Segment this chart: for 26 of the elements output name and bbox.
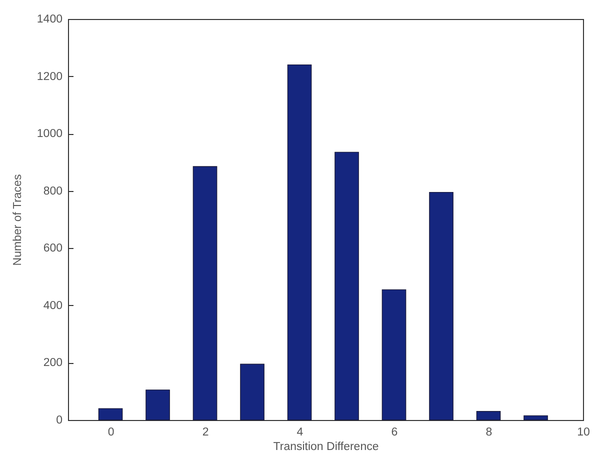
bar — [476, 411, 501, 420]
bar — [382, 289, 406, 420]
y-tick-label: 400 — [43, 300, 62, 312]
x-tick-label: 10 — [577, 426, 590, 438]
bar — [429, 192, 454, 420]
y-axis-title: Number of Traces — [12, 174, 24, 266]
x-tick-label: 4 — [296, 426, 304, 438]
y-tick-label: 1000 — [36, 128, 62, 140]
y-tick-label: 1400 — [36, 14, 62, 26]
bar — [287, 64, 312, 420]
bar — [146, 390, 170, 420]
y-tick-label: 0 — [56, 414, 62, 426]
y-tick-label: 200 — [43, 357, 62, 370]
bar — [192, 166, 218, 420]
x-tick-label: 8 — [486, 426, 492, 438]
bar — [98, 408, 123, 420]
x-tick-label: 6 — [391, 426, 398, 438]
x-tick-label: 2 — [202, 426, 209, 438]
bar — [240, 364, 264, 420]
y-tick-label: 1200 — [36, 70, 62, 83]
x-tick-label: 0 — [108, 426, 114, 438]
y-tick-label: 800 — [43, 185, 62, 198]
bar — [524, 415, 548, 420]
y-tick-label: 600 — [43, 242, 62, 255]
x-axis-title: Transition Difference — [273, 441, 379, 453]
bar — [334, 152, 359, 420]
